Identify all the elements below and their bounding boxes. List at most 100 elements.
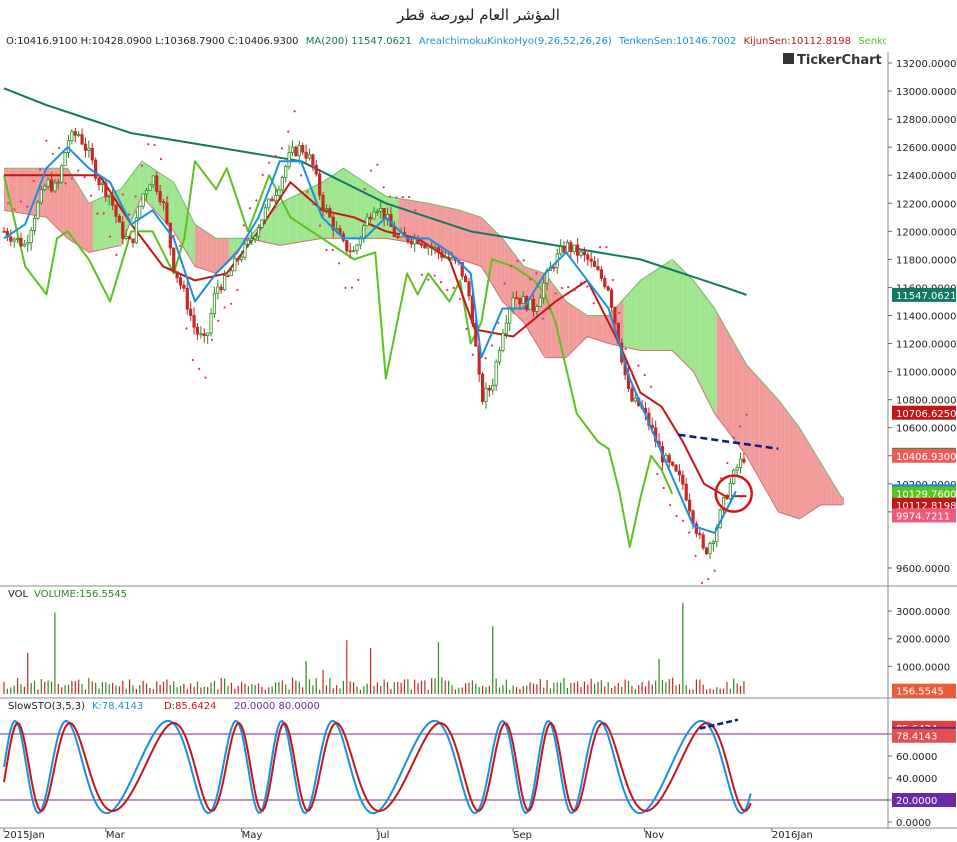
ichimoku-cloud-segment: [737, 349, 743, 451]
candle-body: [236, 258, 240, 261]
ichimoku-cloud-segment: [682, 269, 688, 366]
candle-body: [345, 240, 349, 252]
candle-body: [192, 315, 196, 328]
parabolic-sar-dot: [675, 514, 678, 518]
parabolic-sar-dot: [427, 278, 430, 281]
ichimoku-cloud-segment: [12, 168, 17, 213]
ichimoku-cloud-segment: [661, 263, 666, 351]
parabolic-sar-dot: [535, 272, 538, 275]
parabolic-sar-dot: [58, 146, 61, 149]
parabolic-sar-dot: [745, 413, 748, 416]
parabolic-sar-dot: [331, 248, 334, 252]
ichimoku-cloud-segment: [547, 276, 552, 358]
candle-body: [141, 193, 145, 207]
ichimoku-cloud-segment: [517, 257, 522, 321]
ichimoku-cloud-segment: [97, 197, 102, 251]
kijun-readout: KijunSen:10112.8198: [743, 36, 852, 47]
y-tick-label: 13000.0000: [896, 87, 956, 98]
ichimoku-cloud-segment: [470, 213, 475, 265]
candle-body: [39, 189, 43, 203]
candle-body: [396, 236, 400, 238]
candle-body: [267, 198, 271, 209]
candle-body: [246, 239, 250, 245]
parabolic-sar-dot: [89, 194, 93, 197]
candle-body: [596, 266, 600, 271]
ichimoku-cloud-segment: [88, 201, 94, 253]
indicator-info-bar: O:10416.9100 H:10428.0900 L:10368.7900 C…: [6, 36, 886, 50]
candle-body: [12, 238, 16, 242]
candle-body: [43, 185, 47, 190]
parabolic-sar-dot: [471, 353, 474, 356]
ma-readout: MA(200) 11547.0621: [305, 36, 412, 47]
candle-body: [161, 201, 166, 204]
logo-icon: [783, 53, 794, 64]
candle-body: [182, 284, 186, 289]
ma200-line: [3, 87, 747, 296]
ichimoku-cloud-segment: [674, 261, 679, 357]
candle-body: [22, 243, 26, 247]
parabolic-sar-dot: [433, 274, 436, 277]
logo-text: TickerChart: [797, 53, 882, 68]
parabolic-sar-dot: [516, 260, 519, 263]
ichimoku-cloud-segment: [63, 168, 68, 239]
parabolic-sar-dot: [134, 195, 137, 198]
candle-body: [368, 216, 373, 220]
candle-body: [559, 246, 563, 255]
parabolic-sar-dot: [32, 179, 35, 183]
sto-d-label: D:85.6424: [164, 701, 216, 712]
ichimoku-cloud-segment: [228, 238, 234, 260]
highlight-circle: [714, 474, 753, 513]
ichimoku-cloud-segment: [296, 192, 301, 243]
candle-body: [280, 177, 284, 191]
ichimoku-cloud-segment: [71, 175, 77, 244]
parabolic-sar-dot: [694, 554, 697, 557]
ichimoku-cloud-segment: [818, 459, 823, 507]
ichimoku-cloud-segment: [25, 168, 30, 215]
parabolic-sar-dot: [13, 208, 16, 211]
candle-body: [436, 247, 441, 253]
ichimoku-cloud-segment: [80, 189, 85, 250]
candle-body: [467, 281, 471, 297]
ichimoku-cloud-segment: [822, 466, 828, 505]
parabolic-sar-dot: [739, 425, 742, 428]
candle-body: [2, 230, 6, 233]
candle-body: [19, 237, 23, 247]
parabolic-sar-dot: [439, 281, 443, 284]
ichimoku-cloud-segment: [445, 207, 450, 255]
parabolic-sar-dot: [268, 161, 271, 164]
ichimoku-cloud-segment: [474, 215, 480, 266]
candle-body: [189, 308, 193, 316]
candle-body: [742, 458, 746, 463]
candle-body: [46, 179, 50, 187]
chikou-span-line: [3, 160, 674, 548]
candle-body: [301, 145, 305, 153]
candle-body: [711, 541, 715, 544]
parabolic-sar-dot: [255, 199, 258, 202]
candle-body: [314, 164, 318, 175]
price-panel: [2, 87, 845, 585]
parabolic-sar-dot: [242, 224, 245, 227]
candle-body: [307, 154, 312, 159]
y-tick-label: 10600.0000: [896, 424, 956, 435]
ichimoku-cloud-segment: [725, 327, 730, 434]
ichimoku-cloud-segment: [199, 227, 204, 270]
parabolic-sar-dot: [64, 182, 67, 185]
parabolic-sar-dot: [541, 317, 544, 320]
ichimoku-cloud-segment: [572, 305, 577, 352]
tickerchart-logo: TickerChart: [783, 53, 882, 68]
ichimoku-cloud-segment: [776, 397, 781, 513]
ichimoku-cloud-segment: [657, 266, 662, 351]
price-last-value-badge: 10129.7600: [896, 490, 956, 501]
candle-body: [287, 152, 291, 168]
candle-body: [121, 221, 125, 239]
candle-body: [104, 182, 108, 198]
ichimoku-cloud-segment: [771, 392, 777, 509]
parabolic-sar-dot: [217, 319, 220, 322]
y-tick-label: 12000.0000: [896, 227, 956, 238]
candle-body: [542, 282, 546, 299]
volume-panel: [3, 602, 745, 694]
ichimoku-cloud-segment: [695, 283, 700, 385]
ichimoku-cloud-segment: [203, 229, 208, 271]
parabolic-sar-dot: [414, 209, 417, 212]
